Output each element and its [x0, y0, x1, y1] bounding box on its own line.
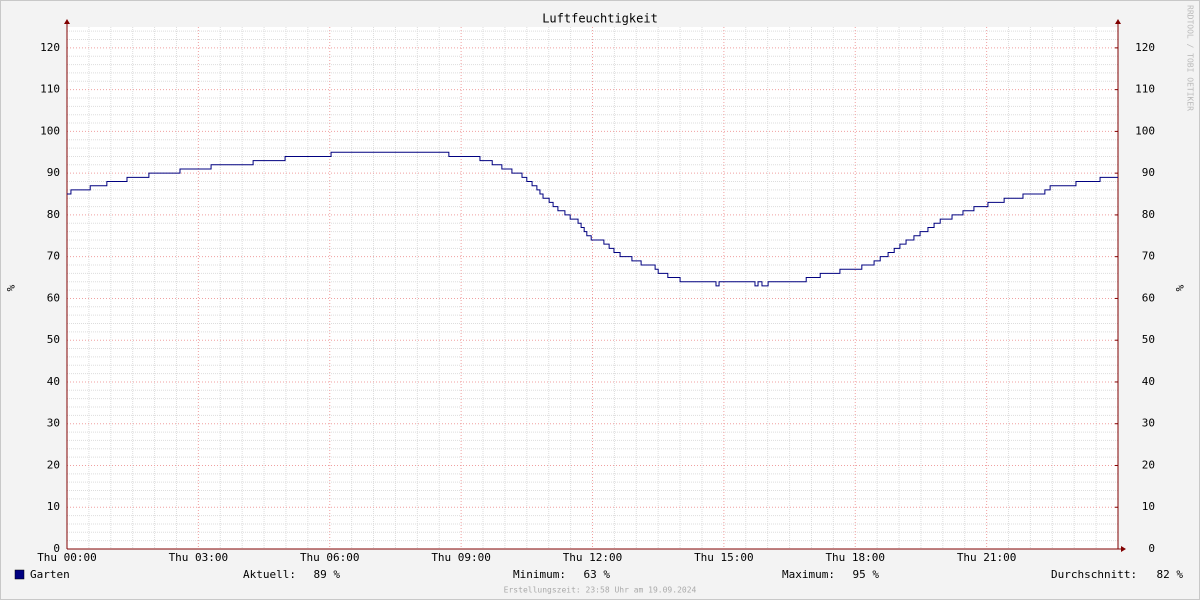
y2-tick-label: 110	[1135, 83, 1155, 96]
legend-label: Garten	[30, 568, 70, 581]
stat-value: 95 %	[853, 568, 880, 581]
y2-tick-label: 20	[1142, 458, 1155, 471]
y2-tick-label: 0	[1148, 542, 1155, 555]
stat-name: Minimum:	[513, 568, 566, 581]
y2-tick-label: 60	[1142, 291, 1155, 304]
y-tick-label: 120	[40, 41, 60, 54]
y2-tick-label: 30	[1142, 417, 1155, 430]
y2-tick-label: 70	[1142, 250, 1155, 263]
y-tick-label: 80	[47, 208, 60, 221]
y-tick-label: 40	[47, 375, 60, 388]
stat-value: 89 %	[314, 568, 341, 581]
x-tick-label: Thu 06:00	[300, 551, 360, 564]
x-tick-label: Thu 18:00	[825, 551, 885, 564]
y2-tick-label: 40	[1142, 375, 1155, 388]
stat-name: Durchschnitt:	[1051, 568, 1137, 581]
data-line	[67, 151, 1118, 287]
x-tick-label: Thu 15:00	[694, 551, 754, 564]
stat-value: 63 %	[584, 568, 611, 581]
y-tick-label: 110	[40, 83, 60, 96]
x-tick-label: Thu 09:00	[431, 551, 491, 564]
x-tick-label: Thu 03:00	[169, 551, 229, 564]
y2-tick-label: 50	[1142, 333, 1155, 346]
y2-tick-label: 90	[1142, 166, 1155, 179]
axis-arrow	[1121, 546, 1126, 552]
axis-arrow	[64, 19, 70, 24]
y-tick-label: 70	[47, 250, 60, 263]
y2-axis-label: %	[1173, 285, 1186, 292]
axis-arrow	[1115, 19, 1121, 24]
y2-tick-label: 100	[1135, 124, 1155, 137]
stat-name: Maximum:	[782, 568, 835, 581]
y-tick-label: 20	[47, 458, 60, 471]
y-tick-label: 100	[40, 124, 60, 137]
y-tick-label: 60	[47, 291, 60, 304]
y2-tick-label: 10	[1142, 500, 1155, 513]
x-tick-label: Thu 21:00	[957, 551, 1017, 564]
chart-title: Luftfeuchtigkeit	[542, 12, 658, 26]
y2-tick-label: 120	[1135, 41, 1155, 54]
footnote: Erstellungszeit: 23:58 Uhr am 19.09.2024	[504, 586, 697, 595]
y-tick-label: 0	[53, 542, 60, 555]
stat-name: Aktuell:	[243, 568, 296, 581]
legend-swatch	[14, 569, 25, 580]
y2-tick-label: 80	[1142, 208, 1155, 221]
y-tick-label: 50	[47, 333, 60, 346]
x-tick-label: Thu 00:00	[37, 551, 97, 564]
y-tick-label: 30	[47, 417, 60, 430]
watermark: RRDTOOL / TOBI OETIKER	[1186, 5, 1195, 111]
y-tick-label: 10	[47, 500, 60, 513]
y-tick-label: 90	[47, 166, 60, 179]
x-tick-label: Thu 12:00	[563, 551, 623, 564]
stat-value: 82 %	[1157, 568, 1184, 581]
y-axis-label: %	[4, 285, 17, 292]
